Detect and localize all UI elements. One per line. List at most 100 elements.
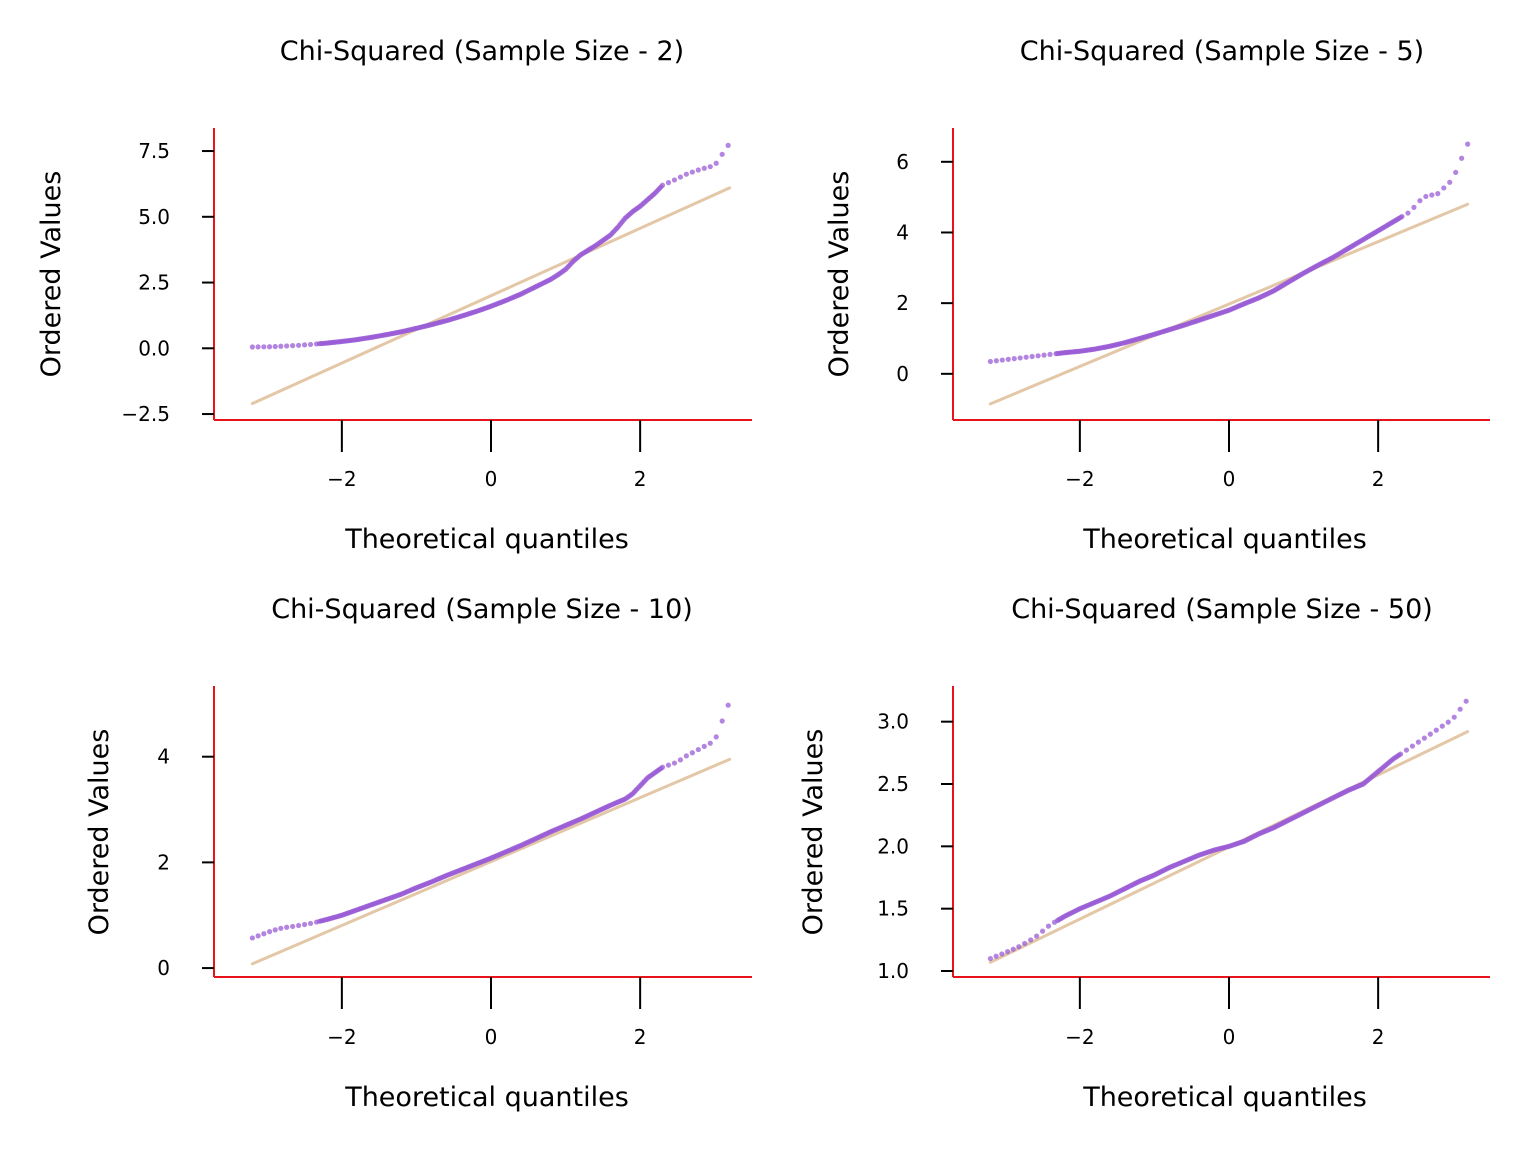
data-point: [677, 757, 684, 763]
data-point: [713, 160, 719, 166]
sample-points: [987, 698, 1469, 962]
data-point: [272, 927, 278, 933]
sample-points: [987, 141, 1471, 365]
data-point: [993, 953, 999, 959]
data-point: [987, 358, 993, 365]
data-point: [1039, 928, 1046, 934]
subplot-2: Chi-Squared (Sample Size - 5) −2 0 2 0 2 4 6 The…: [824, 36, 1490, 555]
data-point: [1028, 937, 1034, 943]
y-tick-label: 0: [896, 362, 909, 386]
data-point: [1427, 731, 1433, 737]
data-point: [1023, 354, 1029, 360]
data-point: [1457, 706, 1463, 712]
data-point: [1453, 169, 1459, 176]
x-tick-label: −2: [1065, 1025, 1094, 1049]
x-axis-label: Theoretical quantiles: [1082, 524, 1367, 555]
data-point: [725, 142, 731, 148]
sample-points: [249, 142, 731, 350]
y-axis-label: Ordered Values: [84, 729, 115, 936]
data-point: [1403, 747, 1410, 753]
data-point: [1005, 356, 1011, 362]
y-tick-label: 5.0: [138, 205, 170, 229]
y-tick-label: 2.0: [877, 834, 909, 858]
data-point: [713, 734, 719, 740]
data-point: [1465, 141, 1471, 147]
reference-line: [988, 202, 1470, 406]
data-point: [266, 929, 273, 935]
data-point: [255, 933, 261, 939]
x-tick-label: 2: [1372, 467, 1385, 491]
data-point: [1397, 751, 1404, 757]
y-axis-label: Ordered Values: [824, 171, 855, 378]
data-point: [683, 753, 689, 759]
data-point: [719, 151, 725, 157]
data-point: [707, 164, 713, 170]
data-point: [272, 343, 278, 350]
subplot-1: Chi-Squared (Sample Size - 2) −2 0 2 −2.5 0.0…: [36, 36, 752, 555]
data-point: [659, 182, 666, 188]
data-point: [665, 762, 672, 768]
y-tick-label: 4: [157, 745, 170, 769]
data-point: [695, 167, 701, 173]
y-tick-label: 0: [157, 956, 170, 980]
data-point: [1433, 727, 1439, 733]
y-tick-label: 6: [896, 150, 909, 174]
data-point: [1405, 210, 1411, 216]
y-tick-label: 2.5: [877, 772, 909, 796]
data-point: [1459, 155, 1465, 161]
data-point: [1022, 940, 1028, 947]
data-point: [689, 169, 695, 175]
reference-line: [250, 186, 732, 406]
data-point: [261, 344, 267, 350]
data-point: [701, 165, 707, 171]
data-point: [1421, 735, 1427, 741]
data-point: [1029, 353, 1035, 360]
data-point: [701, 743, 707, 749]
subplot-4: Chi-Squared (Sample Size - 50) −2 0 2 1.0 1.5…: [798, 594, 1490, 1113]
x-tick-label: 2: [634, 1025, 647, 1049]
data-point: [719, 718, 725, 724]
data-point: [296, 922, 302, 929]
data-point: [1409, 743, 1416, 749]
data-point: [1047, 351, 1053, 357]
sample-points: [249, 702, 731, 941]
data-point: [1447, 179, 1453, 185]
data-point: [1429, 192, 1435, 198]
data-point: [1415, 739, 1422, 745]
subplot-title: Chi-Squared (Sample Size - 5): [1020, 36, 1424, 67]
data-point: [1016, 944, 1022, 950]
data-point: [1034, 933, 1040, 939]
data-point: [307, 341, 314, 348]
x-tick-label: −2: [327, 1025, 356, 1049]
data-point: [677, 174, 684, 180]
x-axis-label: Theoretical quantiles: [1082, 1082, 1367, 1113]
y-tick-label: 2: [157, 850, 170, 874]
x-tick-label: −2: [327, 467, 356, 491]
data-point: [1451, 714, 1457, 720]
x-axis-label: Theoretical quantiles: [344, 1082, 629, 1113]
subplot-3: Chi-Squared (Sample Size - 10) −2 0 2 0 2 4 The…: [84, 594, 752, 1113]
data-point: [665, 180, 672, 186]
data-point: [284, 343, 290, 349]
data-point: [1435, 191, 1441, 197]
data-point: [993, 358, 999, 364]
data-point: [987, 955, 993, 962]
data-point: [1399, 213, 1405, 220]
y-tick-label: 2: [896, 291, 909, 315]
data-point: [284, 924, 290, 930]
data-point: [671, 177, 678, 183]
reference-line: [250, 757, 732, 966]
data-point: [1441, 185, 1447, 191]
y-tick-label: 7.5: [138, 139, 170, 163]
data-point: [1010, 946, 1016, 952]
y-tick-label: 3.0: [877, 710, 909, 734]
y-tick-label: −2.5: [121, 402, 170, 426]
data-point: [278, 343, 284, 349]
data-point: [1035, 353, 1041, 359]
data-point: [278, 925, 284, 931]
x-tick-label: 2: [634, 467, 647, 491]
data-point: [290, 923, 296, 930]
data-point: [1045, 923, 1052, 929]
x-tick-label: 0: [485, 467, 498, 491]
